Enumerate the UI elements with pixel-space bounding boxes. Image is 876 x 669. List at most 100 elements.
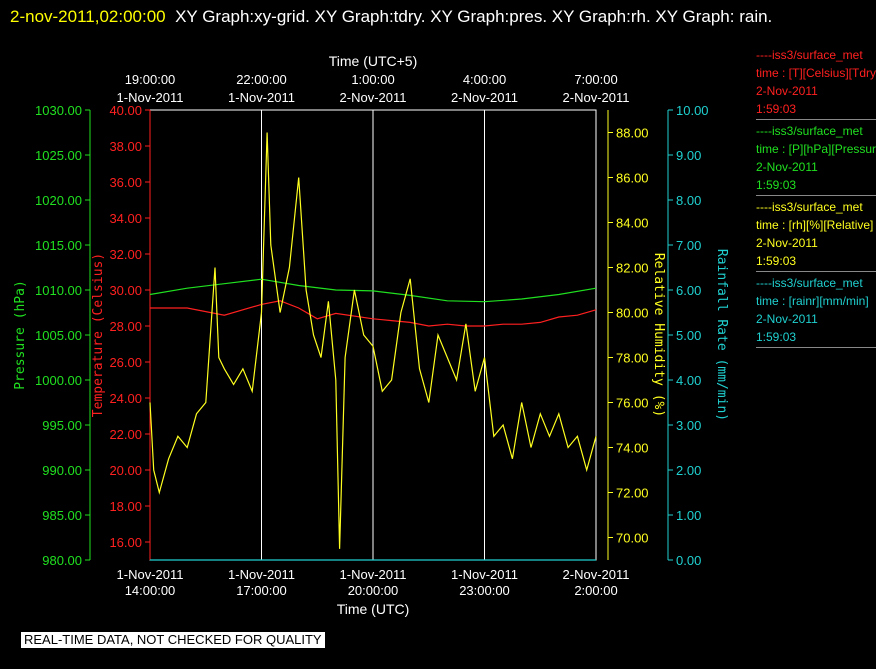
legend-units: time : [rh][%][Relative]: [756, 218, 874, 232]
legend-units: time : [rainr][mm/min]: [756, 294, 869, 308]
legend-date: 2-Nov-2011: [756, 84, 818, 98]
graph-header: 2-nov-2011,02:00:00 XY Graph:xy-grid. XY…: [10, 2, 860, 32]
humidity-tick-label: 74.00: [616, 441, 649, 456]
legend-units: time : [T][Celsius][Tdry]: [756, 66, 876, 80]
temperature-tick-label: 24.00: [109, 391, 142, 406]
pressure-axis-label: Pressure (hPa): [13, 280, 28, 390]
rain-tick-label: 7.00: [676, 238, 701, 253]
humidity-tick-label: 82.00: [616, 261, 649, 276]
top-tick-time: 7:00:00: [574, 72, 617, 87]
x-tick-time: 17:00:00: [236, 583, 287, 598]
pressure-tick-label: 990.00: [42, 463, 82, 478]
humidity-tick-label: 72.00: [616, 486, 649, 501]
humidity-tick-label: 78.00: [616, 351, 649, 366]
rain-tick-label: 1.00: [676, 508, 701, 523]
rain-tick-label: 0.00: [676, 553, 701, 568]
rain-tick-label: 8.00: [676, 193, 701, 208]
top-tick-date: 2-Nov-2011: [451, 90, 518, 105]
humidity-tick-label: 86.00: [616, 171, 649, 186]
x-tick-time: 23:00:00: [459, 583, 510, 598]
humidity-tick-label: 70.00: [616, 531, 649, 546]
rain-tick-label: 6.00: [676, 283, 701, 298]
graph-title: XY Graph:xy-grid. XY Graph:tdry. XY Grap…: [175, 7, 773, 26]
temperature-tick-label: 30.00: [109, 283, 142, 298]
top-tick-time: 1:00:00: [351, 72, 394, 87]
x-tick-time: 2:00:00: [574, 583, 617, 598]
temperature-tick-label: 20.00: [109, 463, 142, 478]
x-tick-date: 1-Nov-2011: [228, 567, 295, 582]
temperature-tick-label: 16.00: [109, 535, 142, 550]
legend-name: ----iss3/surface_met: [756, 124, 863, 138]
top-tick-date: 2-Nov-2011: [563, 90, 630, 105]
legend-time: 1:59:03: [756, 254, 797, 268]
legend-name: ----iss3/surface_met: [756, 200, 863, 214]
temperature-tick-label: 18.00: [109, 499, 142, 514]
x-tick-date: 1-Nov-2011: [451, 567, 518, 582]
legend-time: 1:59:03: [756, 330, 797, 344]
pressure-tick-label: 1025.00: [35, 148, 82, 163]
pressure-tick-label: 1015.00: [35, 238, 82, 253]
top-tick-date: 2-Nov-2011: [340, 90, 407, 105]
legend-date: 2-Nov-2011: [756, 236, 818, 250]
temperature-tick-label: 38.00: [109, 139, 142, 154]
rain-tick-label: 3.00: [676, 418, 701, 433]
pressure-tick-label: 1030.00: [35, 103, 82, 118]
humidity-tick-label: 88.00: [616, 126, 649, 141]
top-axis-label: Time (UTC+5): [329, 53, 418, 69]
temperature-tick-label: 36.00: [109, 175, 142, 190]
x-tick-time: 20:00:00: [348, 583, 399, 598]
temperature-tick-label: 32.00: [109, 247, 142, 262]
legend-date: 2-Nov-2011: [756, 160, 818, 174]
x-tick-date: 1-Nov-2011: [117, 567, 184, 582]
temperature-tick-label: 40.00: [109, 103, 142, 118]
temperature-tick-label: 26.00: [109, 355, 142, 370]
rain-tick-label: 4.00: [676, 373, 701, 388]
humidity-tick-label: 76.00: [616, 396, 649, 411]
top-tick-time: 22:00:00: [236, 72, 287, 87]
humidity-tick-label: 80.00: [616, 306, 649, 321]
pressure-tick-label: 1020.00: [35, 193, 82, 208]
pressure-tick-label: 980.00: [42, 553, 82, 568]
top-tick-date: 1-Nov-2011: [228, 90, 295, 105]
pressure-tick-label: 985.00: [42, 508, 82, 523]
humidity-tick-label: 84.00: [616, 216, 649, 231]
pressure-tick-label: 1010.00: [35, 283, 82, 298]
humidity-series-line: [149, 132, 597, 549]
temperature-tick-label: 28.00: [109, 319, 142, 334]
temperature-tick-label: 22.00: [109, 427, 142, 442]
rain-tick-label: 9.00: [676, 148, 701, 163]
pressure-tick-label: 995.00: [42, 418, 82, 433]
quality-notice: REAL-TIME DATA, NOT CHECKED FOR QUALITY: [21, 632, 325, 648]
top-tick-time: 19:00:00: [125, 72, 176, 87]
rain-tick-label: 10.00: [676, 103, 709, 118]
temperature-series-line: [150, 300, 597, 327]
x-tick-time: 14:00:00: [125, 583, 176, 598]
pressure-tick-label: 1005.00: [35, 328, 82, 343]
top-tick-date: 1-Nov-2011: [117, 90, 184, 105]
timestamp: 2-nov-2011,02:00:00: [10, 7, 166, 26]
legend-time: 1:59:03: [756, 102, 797, 116]
legend-date: 2-Nov-2011: [756, 312, 818, 326]
humidity-axis-label: Relative Humidity (%): [651, 253, 666, 417]
temperature-tick-label: 34.00: [109, 211, 142, 226]
x-axis-label: Time (UTC): [337, 601, 410, 617]
rain-tick-label: 2.00: [676, 463, 701, 478]
legend-name: ----iss3/surface_met: [756, 276, 863, 290]
legend-name: ----iss3/surface_met: [756, 48, 863, 62]
x-tick-date: 1-Nov-2011: [340, 567, 407, 582]
legend-units: time : [P][hPa][Pressure]: [756, 142, 876, 156]
pressure-tick-label: 1000.00: [35, 373, 82, 388]
rain-axis-label: Rainfall Rate (mm/min): [714, 249, 729, 421]
temperature-axis-label: Temperature (Celsius): [91, 253, 106, 417]
x-tick-date: 2-Nov-2011: [563, 567, 630, 582]
top-tick-time: 4:00:00: [463, 72, 506, 87]
legend-time: 1:59:03: [756, 178, 797, 192]
pressure-series-line: [149, 278, 597, 303]
rain-tick-label: 5.00: [676, 328, 701, 343]
